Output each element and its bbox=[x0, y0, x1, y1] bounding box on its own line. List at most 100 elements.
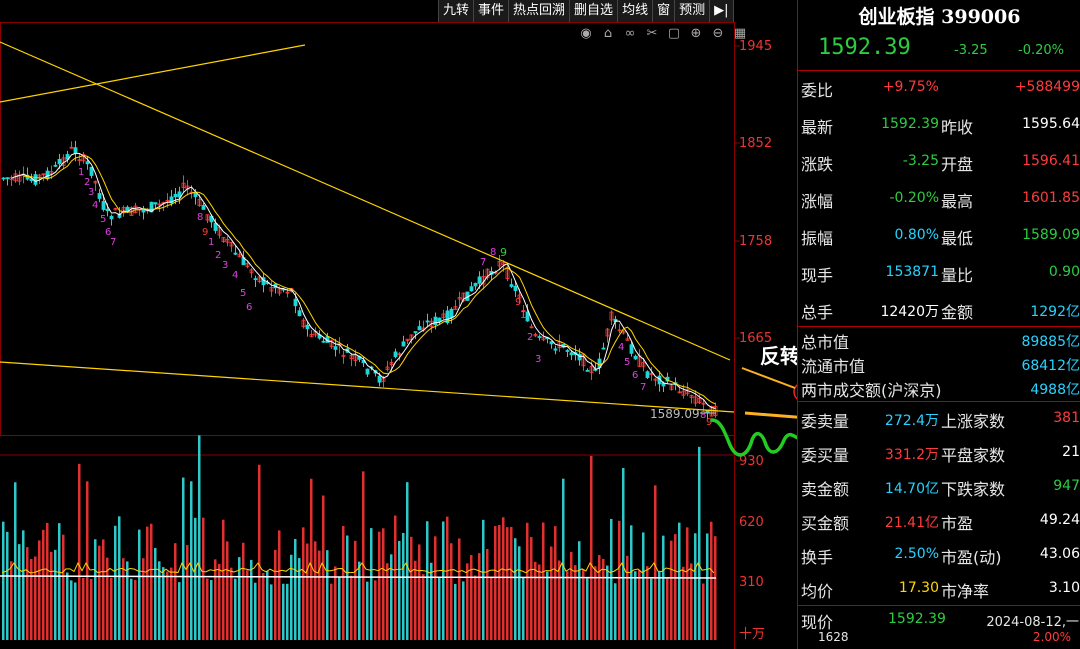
td-count-label: 7 bbox=[480, 257, 486, 268]
volume-bar bbox=[50, 551, 53, 640]
quote-label: 最高 bbox=[941, 192, 974, 211]
td-count-label: 2 bbox=[527, 332, 533, 343]
candle-body bbox=[89, 166, 94, 176]
candle-body bbox=[453, 306, 458, 310]
quote-label: 金额 bbox=[941, 303, 974, 322]
lock-icon[interactable]: ▢ bbox=[667, 26, 681, 41]
td-count-label: 4 bbox=[618, 342, 624, 353]
volume-bar bbox=[70, 580, 73, 640]
volume-bar bbox=[238, 557, 241, 640]
toolbar-hot-review[interactable]: 热点回溯 bbox=[509, 0, 571, 22]
quote-row: 最新 1592.39 昨收 1595.64 bbox=[798, 108, 1080, 142]
td-count-label: 8 bbox=[197, 212, 203, 223]
volume-bar bbox=[674, 534, 677, 640]
volume-bar bbox=[322, 495, 325, 640]
volume-bar bbox=[42, 529, 45, 640]
td-count-label: 8 bbox=[700, 410, 706, 421]
kline-chart[interactable]: 1945185217581665930620310十万1234567891234… bbox=[0, 0, 797, 649]
candle-body bbox=[457, 297, 462, 300]
candle-body bbox=[65, 154, 70, 160]
td-count-label: 9 bbox=[202, 227, 208, 238]
volume-bar bbox=[82, 577, 85, 640]
volume-bar bbox=[22, 530, 25, 640]
td-count-label: 6 bbox=[632, 370, 638, 381]
volume-bar bbox=[586, 578, 589, 640]
candle-body bbox=[93, 180, 98, 184]
volume-bar bbox=[230, 567, 233, 640]
quote-label: 涨跌 bbox=[801, 155, 834, 174]
td-count-label: 2 bbox=[84, 177, 90, 188]
chart-tool-icons: ◉ ⌂ ∞ ✂ ▢ ⊕ ⊖ ▦ bbox=[578, 26, 748, 41]
volume-ma-yellow bbox=[1, 561, 715, 574]
volume-bar bbox=[222, 519, 225, 640]
quote-value: 1592.39 bbox=[881, 116, 939, 132]
candle-body bbox=[105, 208, 110, 212]
volume-bar bbox=[350, 575, 353, 640]
quote-bottom-left: 1628 bbox=[818, 630, 849, 644]
tag-icon[interactable]: ⌂ bbox=[603, 26, 613, 41]
candle-body bbox=[109, 215, 114, 220]
volume-bar bbox=[634, 571, 637, 640]
volume-bar bbox=[78, 463, 81, 640]
volume-bar bbox=[38, 540, 41, 640]
arrow-right-end-icon[interactable]: ▶| bbox=[710, 0, 734, 22]
td-count-label: 5 bbox=[624, 357, 630, 368]
grid-icon[interactable]: ▦ bbox=[733, 26, 747, 41]
volume-bar bbox=[186, 545, 189, 640]
volume-bar bbox=[18, 544, 21, 640]
toolbar-forecast[interactable]: 预测 bbox=[675, 0, 711, 22]
candle-body bbox=[1, 177, 6, 180]
candle-body bbox=[689, 395, 694, 398]
quote-label: 流通市值 bbox=[801, 357, 866, 376]
candle-body bbox=[609, 311, 614, 321]
quote-row: 委买量 331.2万 平盘家数 21 bbox=[798, 438, 1080, 472]
toolbar-remove-watchlist[interactable]: 删自选 bbox=[570, 0, 619, 22]
volume-bar bbox=[114, 525, 117, 640]
candle-body bbox=[45, 170, 50, 180]
volume-bar bbox=[330, 583, 333, 640]
candle-body bbox=[269, 287, 274, 292]
quote-label: 委买量 bbox=[801, 446, 850, 465]
quote-value: 1601.85 bbox=[1022, 190, 1080, 206]
volume-bar bbox=[342, 525, 345, 640]
trend-line-support bbox=[0, 361, 735, 413]
candle-body bbox=[549, 341, 554, 345]
candle-body bbox=[633, 355, 638, 360]
volume-bar bbox=[694, 533, 697, 640]
volume-bar bbox=[158, 561, 161, 640]
zoom-in-icon[interactable]: ⊕ bbox=[690, 26, 702, 41]
chart-panel[interactable]: 1945 1852 1758 1665 930 620 310 十万 1 2 3 4 5 6 7 8 9 1 2 3 4… bbox=[0, 0, 797, 649]
zoom-out-icon[interactable]: ⊖ bbox=[712, 26, 724, 41]
quote-value: 331.2万 bbox=[884, 447, 939, 463]
volume-bar bbox=[74, 582, 77, 640]
volume-bar bbox=[354, 540, 357, 640]
eye-icon[interactable]: ◉ bbox=[580, 26, 592, 41]
volume-bar bbox=[690, 563, 693, 640]
toolbar-events[interactable]: 事件 bbox=[474, 0, 510, 22]
toolbar-moving-average[interactable]: 均线 bbox=[618, 0, 654, 22]
volume-bar bbox=[710, 521, 713, 640]
volume-bar bbox=[610, 518, 613, 640]
volume-bar bbox=[290, 554, 293, 640]
volume-bar bbox=[54, 549, 57, 640]
candle-body bbox=[429, 320, 434, 328]
divider bbox=[798, 70, 1080, 71]
toolbar-jiuzhuan[interactable]: 九转 bbox=[439, 0, 475, 22]
td-count-label: 1 bbox=[78, 167, 84, 178]
candle-body bbox=[121, 207, 126, 214]
volume-bar bbox=[46, 522, 49, 640]
volume-bar bbox=[386, 563, 389, 640]
toolbar-window[interactable]: 窗 bbox=[653, 0, 676, 22]
volume-bar bbox=[546, 571, 549, 640]
candle-body bbox=[9, 177, 14, 181]
volume-bar bbox=[58, 523, 61, 640]
quote-value: 1292亿 bbox=[1030, 304, 1080, 320]
scissors-icon[interactable]: ✂ bbox=[646, 26, 658, 41]
candle-body bbox=[53, 164, 58, 167]
link-icon[interactable]: ∞ bbox=[624, 26, 636, 41]
candle-body bbox=[237, 254, 242, 258]
candle-body bbox=[113, 207, 118, 211]
candle-body bbox=[681, 390, 686, 396]
quote-row: 买金额 21.41亿 市盈 49.24 bbox=[798, 506, 1080, 540]
candle-body bbox=[169, 196, 174, 204]
